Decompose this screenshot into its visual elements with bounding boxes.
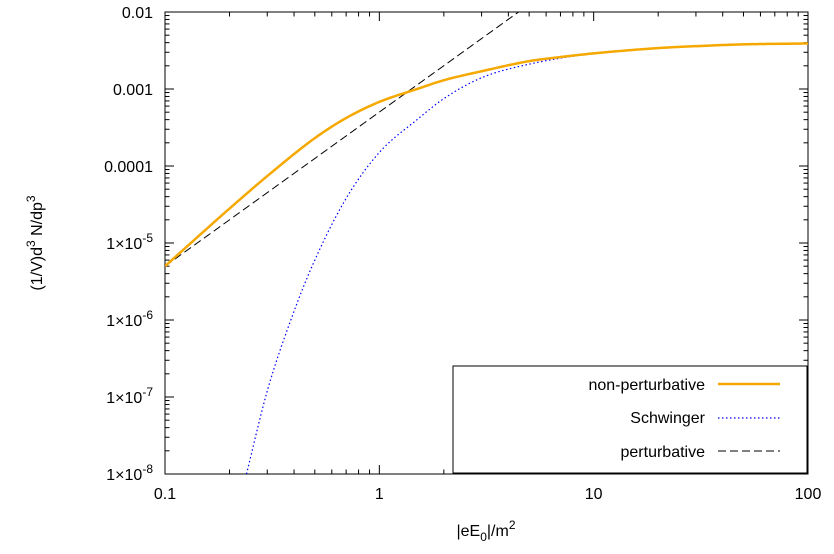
series-layer — [165, 12, 808, 474]
x-tick-label: 100 — [795, 486, 822, 503]
legend-label-perturbative: perturbative — [621, 444, 706, 461]
series-line-non-perturbative — [165, 42, 808, 268]
y-tick-label: 1×10-6 — [106, 308, 153, 330]
y-axis-label: (1/V)d3 N/dp3 — [24, 195, 46, 291]
x-tick-label: 0.1 — [154, 486, 176, 503]
series-line-perturbative — [165, 12, 520, 267]
y-tick-label: 1×10-8 — [106, 462, 153, 484]
y-tick-label: 0.001 — [113, 82, 153, 99]
y-tick-label: 0.01 — [122, 5, 153, 22]
y-tick-label: 1×10-7 — [106, 385, 153, 407]
y-tick-labels: 1×10-8 1×10-7 1×10-6 1×10-5 0.0001 0.001 0.01 — [104, 5, 153, 484]
y-tick-label: 0.0001 — [104, 159, 153, 176]
legend: non-perturbative Schwinger perturbative — [452, 365, 808, 474]
x-tick-label: 10 — [585, 486, 603, 503]
x-tick-labels: 0.1 1 10 100 — [154, 486, 822, 503]
x-axis-label: |eE0|/m2 — [456, 518, 515, 544]
y-tick-label: 1×10-5 — [106, 231, 153, 253]
legend-label-schwinger: Schwinger — [630, 410, 705, 427]
axis-ticks — [164, 12, 809, 475]
legend-label-non-perturbative: non-perturbative — [588, 377, 705, 394]
x-tick-label: 1 — [375, 486, 384, 503]
